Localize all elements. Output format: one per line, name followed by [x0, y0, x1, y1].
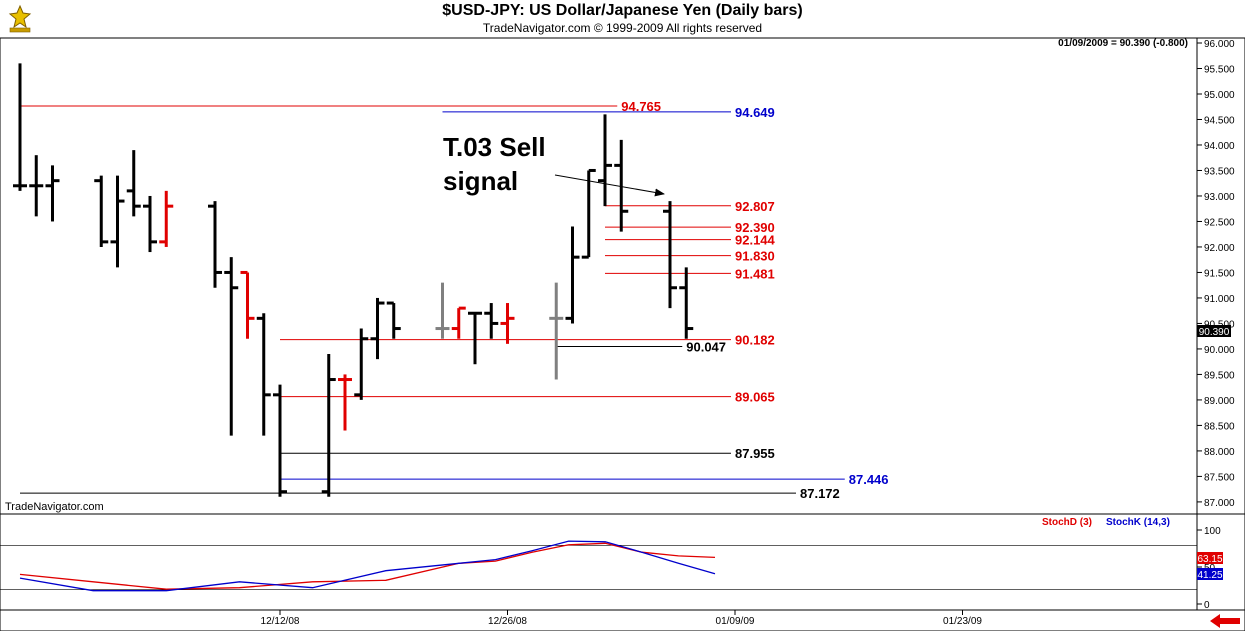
y-tick-label-7: 92.500: [1204, 217, 1235, 228]
ohlc-bar-18: [435, 282, 450, 339]
y-tick-label-12: 90.000: [1204, 345, 1235, 356]
stochastic-panel: [0, 513, 1198, 611]
ohlc-bar-10: [240, 270, 255, 339]
stoch-k-legend: StochK (14,3): [1106, 517, 1170, 528]
ohlc-bar-17: [386, 301, 401, 339]
stoch-k-line: [19, 540, 716, 592]
ohlc-bar-26: [598, 114, 612, 207]
ohlc-bar-29: [679, 267, 694, 339]
y-tick-label-3: 94.500: [1204, 115, 1235, 126]
date-tick-label-2: 01/09/09: [716, 616, 755, 627]
ohlc-bar-28: [663, 201, 677, 309]
ohlc-bar-6: [143, 195, 157, 253]
y-tick-label-13: 89.500: [1204, 370, 1235, 381]
ohlc-bar-27: [614, 139, 629, 232]
ohlc-bar-3: [94, 175, 109, 247]
ohlc-bar-5: [126, 150, 141, 217]
ohlc-bar-19: [451, 306, 466, 339]
ohlc-bar-1: [29, 155, 44, 217]
last-price-tag: [1197, 325, 1231, 337]
ohlc-bar-8: [208, 201, 222, 288]
ohlc-bar-7: [159, 190, 174, 247]
stoch-tick-label-2: 0: [1204, 600, 1210, 611]
level-label-9: 89.065: [735, 390, 775, 405]
ohlc-bar-21: [484, 303, 499, 339]
level-label-11: 87.446: [849, 472, 889, 487]
ohlc-bar-13: [321, 354, 336, 497]
y-tick-label-0: 96.000: [1204, 39, 1235, 50]
ohlc-bar-2: [45, 165, 60, 222]
annotation-arrow: [554, 174, 665, 197]
level-label-6: 91.481: [735, 266, 775, 281]
y-tick-label-1: 95.500: [1204, 64, 1235, 75]
ohlc-bar-12: [273, 384, 287, 497]
level-label-10: 87.955: [735, 446, 775, 461]
date-tick-label-0: 12/12/08: [261, 616, 300, 627]
level-label-5: 91.830: [735, 249, 775, 264]
ohlc-bar-4: [110, 175, 125, 268]
y-tick-label-16: 88.000: [1204, 447, 1235, 458]
y-tick-label-6: 93.000: [1204, 192, 1235, 203]
annotation-line2: signal: [443, 166, 518, 196]
y-tick-label-17: 87.500: [1204, 472, 1235, 483]
level-label-7: 90.182: [735, 333, 775, 348]
ohlc-bar-25: [581, 168, 596, 259]
y-tick-label-11: 90.500: [1204, 319, 1235, 330]
stochastic-lines: 100500: [0, 526, 1221, 611]
date-ticks: 12/12/08 12/26/08 01/09/09 01/23/09: [261, 610, 982, 627]
last-price-tag-text: 90.390: [1199, 327, 1230, 338]
ohlc-bar-22: [500, 303, 515, 344]
y-tick-label-14: 89.000: [1204, 396, 1235, 407]
date-tick-label-1: 12/26/08: [488, 616, 527, 627]
ohlc-bar-14: [338, 374, 352, 431]
ohlc-bars: [13, 63, 694, 497]
y-tick-label-18: 87.000: [1204, 498, 1235, 509]
level-label-8: 90.047: [686, 340, 726, 355]
stoch-d-legend: StochD (3): [1042, 517, 1092, 528]
ohlc-bar-11: [256, 313, 271, 436]
stoch-k-tag-text: 41.25: [1197, 570, 1222, 581]
chart-subtitle: TradeNavigator.com © 1999-2009 All right…: [482, 21, 763, 35]
ohlc-bar-20: [468, 311, 482, 365]
price-axis: [1196, 37, 1245, 515]
level-label-1: 94.649: [735, 105, 775, 120]
date-tick-label-3: 01/23/09: [943, 616, 982, 627]
ohlc-bar-15: [354, 328, 369, 400]
level-label-3: 92.390: [735, 220, 775, 235]
ohlc-bar-0: [13, 63, 27, 191]
ohlc-bar-23: [549, 282, 564, 380]
stoch-d-tag-text: 63.15: [1197, 554, 1222, 565]
annotation-line1: T.03 Sell: [443, 132, 546, 162]
price-axis-ticks: 96.000 95.500 95.000 94.500 94.000 93.500 93.0…: [1197, 39, 1235, 509]
price-readout: 01/09/2009 = 90.390 (-0.800): [1058, 38, 1188, 49]
scroll-left-arrow-icon[interactable]: [1206, 614, 1242, 628]
y-tick-label-5: 93.500: [1204, 166, 1235, 177]
y-tick-label-9: 91.500: [1204, 268, 1235, 279]
level-label-0: 94.765: [621, 99, 661, 114]
stoch-d-tag: [1197, 552, 1223, 564]
watermark-text: TradeNavigator.com: [5, 501, 104, 513]
price-panel: [0, 37, 1198, 515]
ohlc-bar-16: [370, 297, 385, 360]
y-tick-label-2: 95.000: [1204, 90, 1235, 101]
level-label-4: 92.144: [735, 233, 776, 248]
level-label-12: 87.172: [800, 486, 840, 501]
y-tick-label-15: 88.500: [1204, 421, 1235, 432]
chart-header: $USD-JPY: US Dollar/Japanese Yen (Daily …: [0, 0, 1245, 38]
date-axis: [0, 609, 1245, 631]
y-tick-label-4: 94.000: [1204, 141, 1235, 152]
chart-title: $USD-JPY: US Dollar/Japanese Yen (Daily …: [442, 2, 803, 19]
stoch-k-tag: [1197, 568, 1223, 580]
stoch-tick-label-0: 100: [1204, 526, 1221, 537]
ohlc-bar-9: [224, 257, 239, 436]
trade-navigator-logo-icon: [8, 4, 32, 33]
level-label-2: 92.807: [735, 199, 775, 214]
y-tick-label-8: 92.000: [1204, 243, 1235, 254]
ohlc-bar-24: [565, 226, 580, 324]
y-tick-label-10: 91.000: [1204, 294, 1235, 305]
